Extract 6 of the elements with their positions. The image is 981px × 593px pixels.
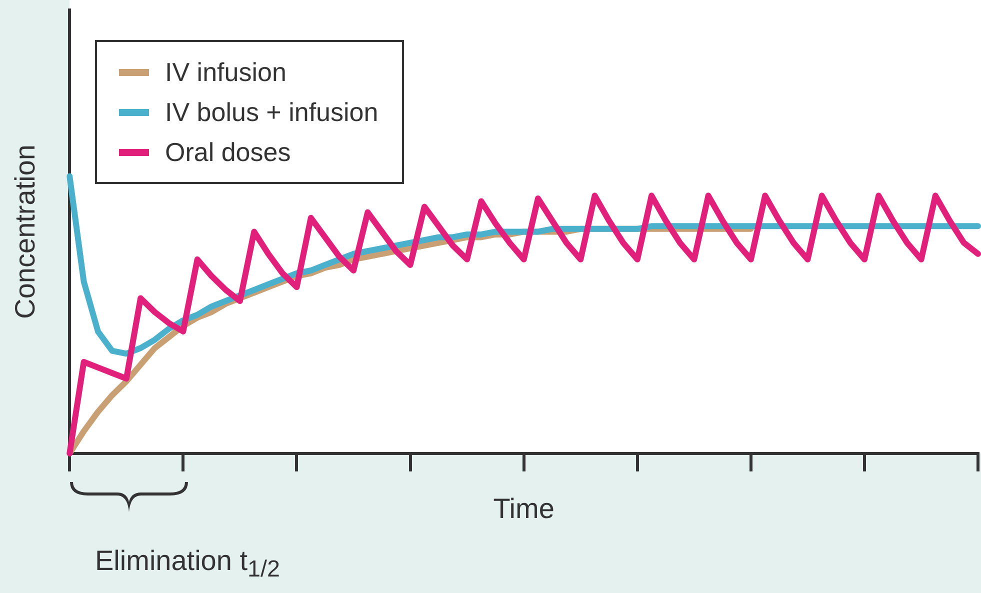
- x-axis-title: Time: [493, 492, 554, 524]
- y-axis-title: Concentration: [10, 144, 41, 319]
- legend-label: Oral doses: [165, 136, 291, 168]
- text: Elimination t$_{1/2}$: [95, 545, 280, 583]
- legend-label: IV infusion: [165, 56, 286, 88]
- legend-label: IV bolus + infusion: [165, 96, 378, 128]
